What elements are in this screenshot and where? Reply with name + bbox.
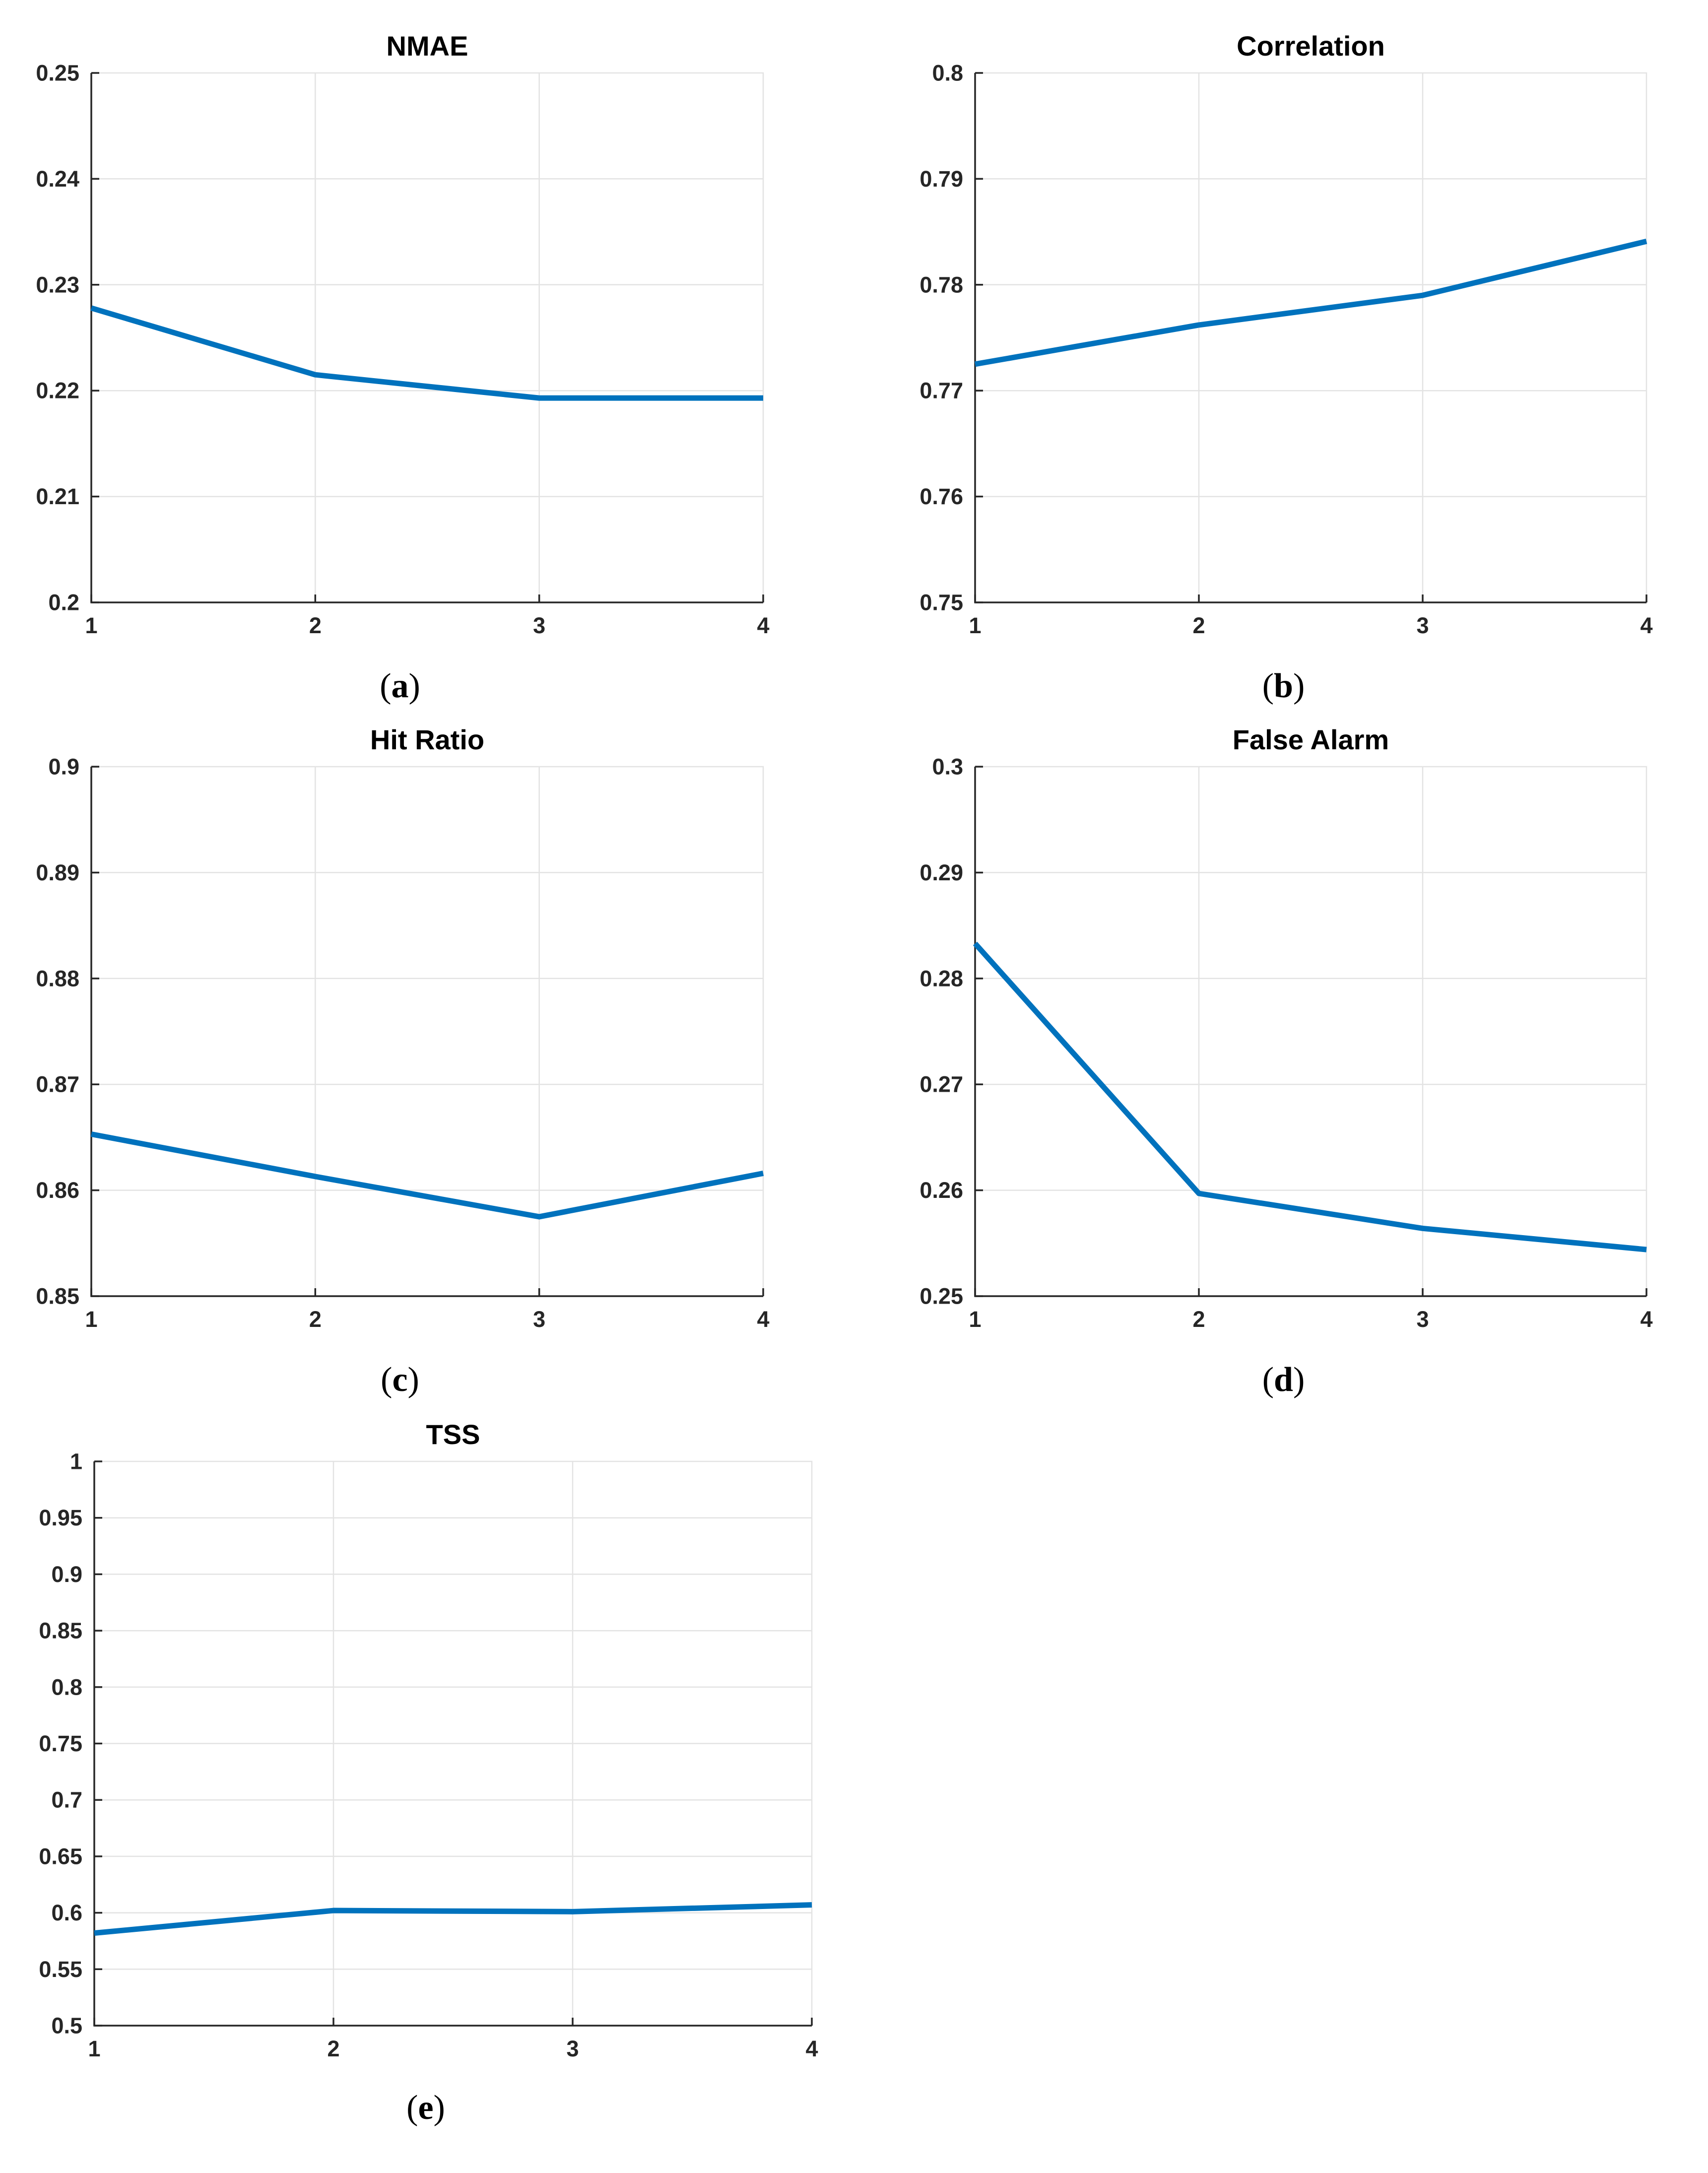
svg-text:0.21: 0.21 <box>36 484 79 509</box>
svg-text:0.65: 0.65 <box>39 1844 82 1869</box>
svg-text:4: 4 <box>1640 1307 1652 1332</box>
svg-text:0.27: 0.27 <box>920 1072 963 1097</box>
svg-text:0.7: 0.7 <box>51 1787 82 1813</box>
caption-letter: b <box>1274 667 1293 705</box>
caption-letter: d <box>1274 1361 1293 1399</box>
svg-text:0.23: 0.23 <box>36 272 79 297</box>
caption-letter: e <box>418 2089 434 2127</box>
svg-text:0.9: 0.9 <box>48 754 79 780</box>
svg-text:0.89: 0.89 <box>36 860 79 885</box>
svg-text:0.88: 0.88 <box>36 966 79 991</box>
plot-title-nmae: NMAE <box>386 30 468 62</box>
caption-paren-open: ( <box>1262 1361 1274 1399</box>
svg-text:1: 1 <box>70 1449 82 1474</box>
svg-text:0.75: 0.75 <box>920 590 963 615</box>
svg-text:3: 3 <box>1416 1307 1429 1332</box>
svg-text:2: 2 <box>1192 1307 1205 1332</box>
svg-text:0.9: 0.9 <box>51 1562 82 1587</box>
svg-text:2: 2 <box>309 1307 322 1332</box>
svg-text:2: 2 <box>309 613 322 638</box>
svg-text:0.28: 0.28 <box>920 966 963 991</box>
svg-text:0.6: 0.6 <box>51 1900 82 1925</box>
svg-text:0.8: 0.8 <box>932 61 963 86</box>
subfigure-caption-e: (e) <box>30 2086 822 2130</box>
svg-text:1: 1 <box>88 2036 100 2061</box>
svg-text:2: 2 <box>1192 613 1205 638</box>
plot-title-correlation: Correlation <box>1237 30 1385 62</box>
svg-text:0.3: 0.3 <box>932 754 963 780</box>
svg-text:0.78: 0.78 <box>920 272 963 297</box>
svg-text:0.87: 0.87 <box>36 1072 79 1097</box>
svg-text:2: 2 <box>327 2036 339 2061</box>
plot-title-false-alarm: False Alarm <box>1232 724 1389 755</box>
svg-text:3: 3 <box>533 1307 545 1332</box>
svg-text:0.26: 0.26 <box>920 1178 963 1203</box>
nmae-chart-canvas: 0.2 0.21 0.22 0.23 0.24 0.25 1 2 3 4 <box>36 61 769 639</box>
caption-paren-close: ) <box>433 2089 445 2127</box>
caption-letter: a <box>391 667 409 705</box>
svg-text:0.85: 0.85 <box>36 1284 79 1309</box>
svg-text:4: 4 <box>757 613 769 638</box>
plot-title-tss: TSS <box>426 1419 480 1450</box>
false-alarm-chart-canvas: 0.25 0.26 0.27 0.28 0.29 0.3 1 2 3 4 <box>920 754 1652 1332</box>
svg-text:4: 4 <box>757 1307 769 1332</box>
correlation-chart-canvas: 0.75 0.76 0.77 0.78 0.79 0.8 1 2 3 4 <box>920 61 1652 639</box>
svg-text:0.77: 0.77 <box>920 378 963 403</box>
svg-text:4: 4 <box>1640 613 1652 638</box>
svg-text:0.29: 0.29 <box>920 860 963 885</box>
caption-paren-open: ( <box>381 1361 393 1399</box>
svg-text:0.2: 0.2 <box>48 590 79 615</box>
svg-text:1: 1 <box>85 613 97 638</box>
caption-paren-open: ( <box>380 667 392 705</box>
tss-chart-canvas: 0.5 0.55 0.6 0.65 0.7 0.75 0.8 0.85 0.9 0.95 1 1 2 3 4 <box>39 1449 818 2062</box>
caption-letter: c <box>392 1361 408 1399</box>
caption-paren-close: ) <box>1293 1361 1305 1399</box>
svg-text:0.22: 0.22 <box>36 378 79 403</box>
subfigure-caption-d: (d) <box>911 1358 1656 1402</box>
subfigure-caption-a: (a) <box>27 664 773 709</box>
caption-paren-close: ) <box>408 667 420 705</box>
svg-text:3: 3 <box>566 2036 579 2061</box>
svg-text:4: 4 <box>805 2036 818 2061</box>
svg-text:0.8: 0.8 <box>51 1674 82 1700</box>
caption-paren-close: ) <box>407 1361 419 1399</box>
svg-text:0.75: 0.75 <box>39 1731 82 1756</box>
svg-text:0.5: 0.5 <box>51 2013 82 2039</box>
svg-text:0.95: 0.95 <box>39 1505 82 1530</box>
svg-text:0.24: 0.24 <box>36 166 79 192</box>
svg-text:0.85: 0.85 <box>39 1618 82 1644</box>
svg-text:1: 1 <box>969 613 981 638</box>
hit-ratio-chart-canvas: 0.85 0.86 0.87 0.88 0.89 0.9 1 2 3 4 <box>36 754 769 1332</box>
svg-text:1: 1 <box>969 1307 981 1332</box>
plot-title-hit-ratio: Hit Ratio <box>370 724 485 755</box>
svg-text:3: 3 <box>533 613 545 638</box>
svg-text:0.79: 0.79 <box>920 166 963 192</box>
svg-text:0.25: 0.25 <box>36 61 79 86</box>
svg-text:0.25: 0.25 <box>920 1284 963 1309</box>
caption-paren-close: ) <box>1293 667 1305 705</box>
caption-paren-open: ( <box>1262 667 1274 705</box>
caption-paren-open: ( <box>406 2089 418 2127</box>
subfigure-caption-c: (c) <box>27 1358 773 1402</box>
svg-text:1: 1 <box>85 1307 97 1332</box>
svg-text:0.86: 0.86 <box>36 1178 79 1203</box>
svg-text:0.76: 0.76 <box>920 484 963 509</box>
svg-text:0.55: 0.55 <box>39 1957 82 1982</box>
svg-text:3: 3 <box>1416 613 1429 638</box>
subfigure-caption-b: (b) <box>911 664 1656 709</box>
